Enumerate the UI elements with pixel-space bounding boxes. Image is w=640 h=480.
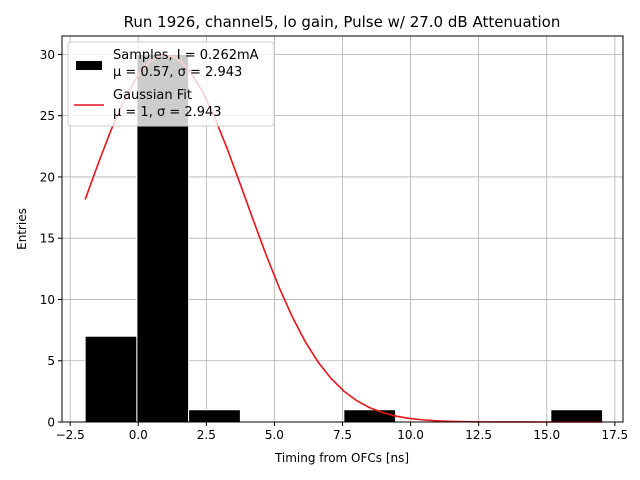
x-tick-label: 0.0 [129, 428, 148, 442]
x-tick-label: 17.5 [601, 428, 628, 442]
legend-label-samples: Samples, I = 0.262mA [113, 48, 259, 63]
legend-stats-samples: μ = 0.57, σ = 2.943 [113, 65, 242, 80]
legend: Samples, I = 0.262mA μ = 0.57, σ = 2.943… [67, 41, 275, 127]
y-tick-label: 15 [40, 232, 55, 246]
y-tick-label: 0 [47, 416, 55, 430]
x-tick-label: 12.5 [465, 428, 492, 442]
y-tick-label: 20 [40, 170, 55, 184]
histogram-bar [343, 409, 397, 423]
legend-stats-fit: μ = 1, σ = 2.943 [113, 105, 222, 120]
x-tick-label: 7.5 [333, 428, 352, 442]
legend-swatch-samples [76, 61, 102, 70]
x-tick-label: 5.0 [265, 428, 284, 442]
y-axis-label: Entries [15, 208, 29, 250]
legend-label-fit: Gaussian Fit [113, 88, 192, 103]
legend-box [67, 41, 275, 127]
x-tick-label: −2.5 [56, 428, 85, 442]
histogram-bar [550, 409, 604, 423]
x-axis-label: Timing from OFCs [ns] [274, 451, 409, 465]
x-tick-label: 2.5 [197, 428, 216, 442]
y-tick-label: 5 [47, 354, 55, 368]
histogram-bar [188, 409, 241, 423]
x-tick-label: 15.0 [533, 428, 560, 442]
chart-title: Run 1926, channel5, lo gain, Pulse w/ 27… [124, 13, 561, 31]
y-axis: 0 5 10 15 20 25 30 [40, 48, 62, 430]
y-tick-label: 25 [40, 109, 55, 123]
y-tick-label: 30 [40, 48, 55, 62]
histogram-bar [84, 335, 138, 423]
x-tick-label: 10.0 [397, 428, 424, 442]
x-axis: −2.5 0.0 2.5 5.0 7.5 10.0 12.5 15.0 17.5 [56, 422, 628, 442]
y-tick-label: 10 [40, 293, 55, 307]
